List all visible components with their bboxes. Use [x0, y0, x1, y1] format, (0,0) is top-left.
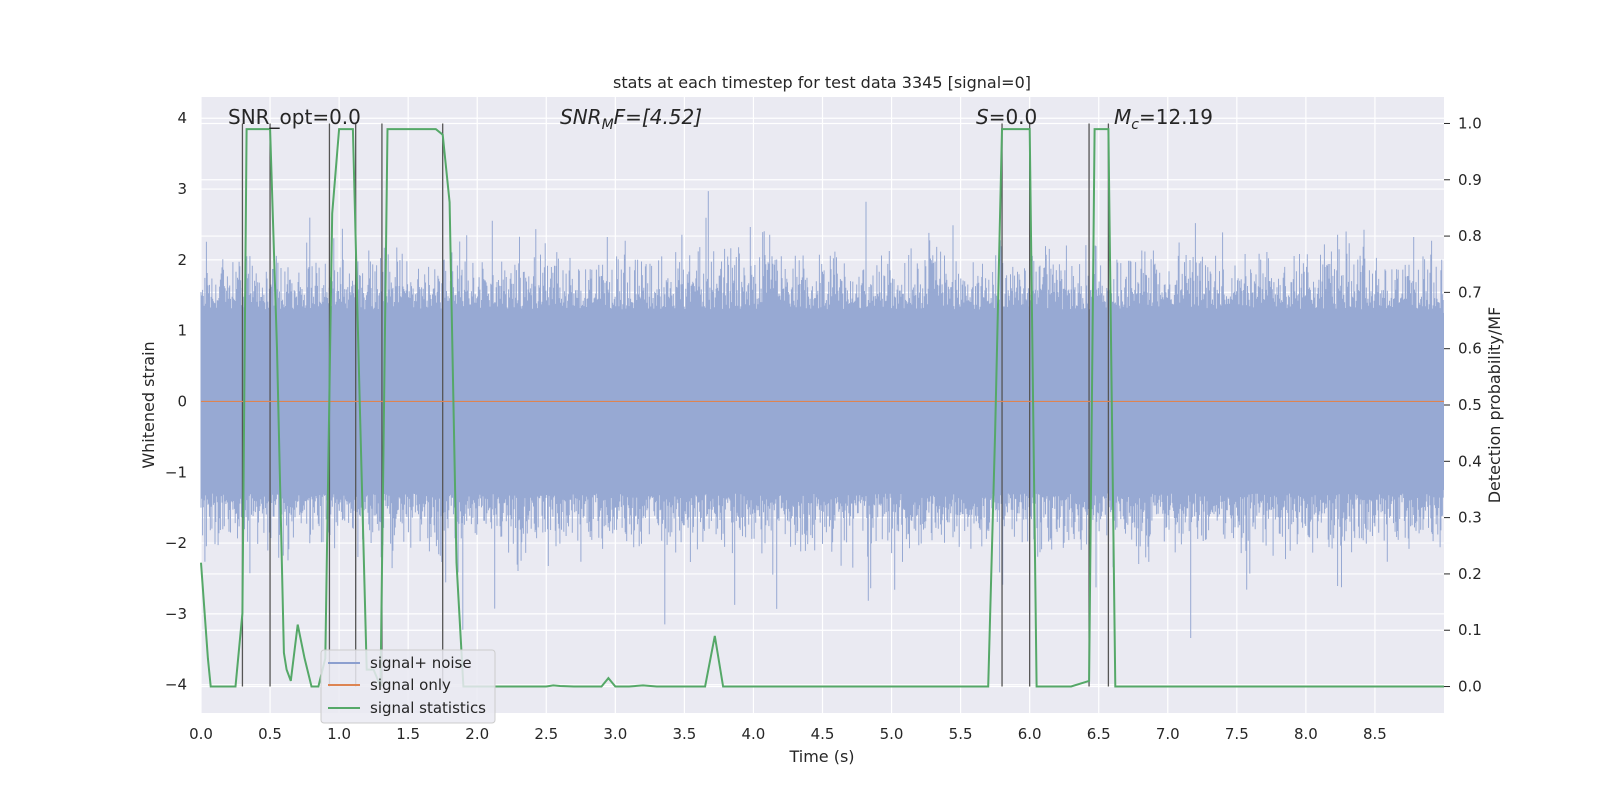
x-tick-label: 4.5 [811, 725, 835, 743]
x-tick-label: 7.0 [1156, 725, 1180, 743]
x-tick-label: 6.5 [1087, 725, 1111, 743]
y-tick-label: 3 [177, 180, 187, 198]
annotation-snr-mf-subscript: M [602, 117, 614, 133]
x-tick-label: 8.0 [1294, 725, 1318, 743]
y-tick-label: 4 [177, 109, 187, 127]
y2-ticks: 1.0 0.9 0.8 0.7 0.6 0.5 0.4 0.3 0.2 0.1 0.0 [1444, 114, 1482, 696]
annotation-mc-subscript: c [1131, 117, 1139, 133]
y-ticks: 4 3 2 1 0 −1 −2 −3 −4 [165, 109, 187, 693]
annotation-mc-symbol: M [1114, 105, 1131, 129]
legend: signal+ noise signal only signal statist… [320, 649, 496, 724]
annotation-snr-mf: SNRMF=[4.52] [560, 105, 702, 133]
x-tick-label: 6.0 [1018, 725, 1042, 743]
x-tick-label: 5.0 [880, 725, 904, 743]
legend-box [320, 649, 496, 724]
y2-tick-label: 0.0 [1458, 678, 1482, 696]
y2-tick-label: 0.1 [1458, 621, 1482, 639]
x-tick-label: 5.5 [949, 725, 973, 743]
y2-tick-label: 1.0 [1458, 114, 1482, 132]
y-tick-label: 1 [177, 322, 187, 340]
y-axis-label: Whitened strain [139, 341, 158, 468]
legend-label-noise: signal+ noise [370, 654, 472, 672]
y-tick-label: −3 [165, 605, 187, 623]
y2-tick-label: 0.2 [1458, 565, 1482, 583]
annotation-s: S=0.0 [976, 105, 1037, 129]
y-tick-label: −2 [165, 534, 187, 552]
x-tick-label: 3.0 [603, 725, 627, 743]
x-tick-label: 8.5 [1363, 725, 1387, 743]
y2-tick-label: 0.7 [1458, 283, 1482, 301]
series-signal-statistics [200, 128, 1444, 688]
annotation-snr-mf-rest: F=[4.52] [614, 105, 702, 129]
annotation-mc: Mc=12.19 [1114, 105, 1213, 133]
x-tick-label: 1.0 [327, 725, 351, 743]
x-tick-label: 0.0 [189, 725, 213, 743]
annotation-s-value: =0.0 [989, 105, 1038, 129]
y-tick-label: −4 [165, 676, 187, 694]
y2-tick-label: 0.4 [1458, 452, 1482, 470]
legend-label-signal-only: signal only [370, 676, 451, 694]
annotation-snr-opt: SNR_opt=0.0 [228, 105, 361, 129]
y-tick-label: 2 [177, 251, 187, 269]
y2-tick-label: 0.8 [1458, 227, 1482, 245]
chart-title: stats at each timestep for test data 334… [613, 73, 1031, 92]
y2-tick-label: 0.3 [1458, 509, 1482, 527]
x-tick-label: 2.0 [465, 725, 489, 743]
x-tick-label: 1.5 [396, 725, 420, 743]
y-tick-label: −1 [165, 463, 187, 481]
legend-label-statistics: signal statistics [370, 699, 486, 717]
x-ticks: 0.0 0.5 1.0 1.5 2.0 2.5 3.0 3.5 4.0 4.5 5.0 5.5 6.0 6… [189, 725, 1387, 743]
x-tick-label: 2.5 [534, 725, 558, 743]
y2-tick-label: 0.6 [1458, 340, 1482, 358]
y2-tick-label: 0.9 [1458, 171, 1482, 189]
annotation-s-symbol: S [976, 105, 989, 129]
x-tick-label: 7.5 [1225, 725, 1249, 743]
x-tick-label: 3.5 [672, 725, 696, 743]
x-tick-label: 0.5 [258, 725, 282, 743]
x-axis-label: Time (s) [788, 747, 854, 766]
y2-tick-label: 0.5 [1458, 396, 1482, 414]
annotation-snr-mf-symbol: SNR [560, 105, 602, 129]
x-tick-label: 4.0 [742, 725, 766, 743]
annotation-mc-value: =12.19 [1139, 105, 1213, 129]
y2-axis-label: Detection probability/MF [1485, 307, 1504, 504]
y-tick-label: 0 [177, 392, 187, 410]
